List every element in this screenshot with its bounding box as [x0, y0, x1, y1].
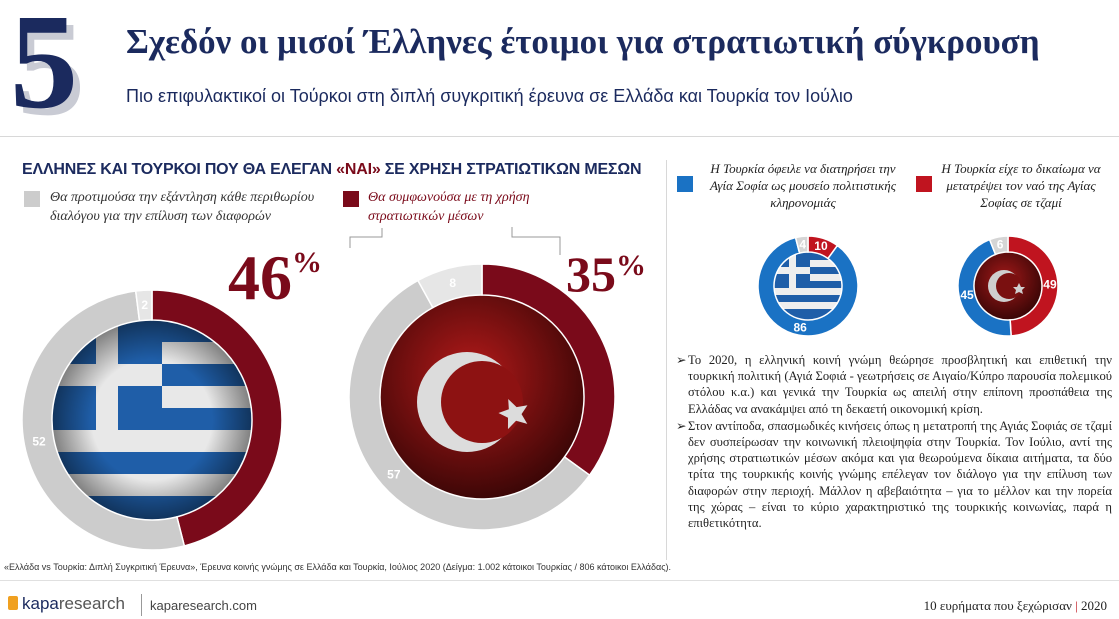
turkey-hs-label-mosque-right: 49	[1043, 278, 1057, 292]
footer-year: 2020	[1081, 598, 1107, 613]
source-note: «Ελλάδα vs Τουρκία: Διπλή Συγκριτική Έρε…	[4, 562, 672, 572]
section-heading-post: ΣΕ ΧΡΗΣΗ ΣΤΡΑΤΙΩΤΙΚΩΝ ΜΕΣΩΝ	[380, 161, 642, 178]
vertical-divider	[666, 160, 667, 560]
turkey-percentage: 35%	[566, 249, 646, 299]
commentary-paragraph-1: ➢ Το 2020, η ελληνική κοινή γνώμη θεώρησε…	[676, 352, 1112, 417]
turkey-flag-small-icon	[974, 252, 1042, 320]
bullet-arrow-icon: ➢	[676, 418, 687, 433]
section-heading-pre: ΕΛΛΗΝΕΣ ΚΑΙ ΤΟΥΡΚΟΙ ΠΟΥ ΘΑ ΕΛΕΓΑΝ	[22, 161, 337, 178]
legend-label-military: Θα συμφωνούσα με τη χρήση στρατιωτικών μ…	[368, 190, 530, 224]
kapa-research-logo: kaparesearch	[8, 594, 125, 614]
logo-text-kapa: kapa	[22, 594, 59, 613]
greece-hs-label-mosque-right: 10	[814, 239, 828, 253]
footer-series-title: 10 ευρήματα που ξεχώρισαν	[923, 598, 1072, 613]
greece-hs-slice-no-answer	[794, 235, 809, 254]
footer-separator	[141, 594, 142, 616]
greece-flag-icon	[52, 320, 252, 520]
legend-label-museum: Η Τουρκία όφειλε να διατηρήσει την Αγία …	[709, 161, 897, 210]
website-link[interactable]: kaparesearch.com	[150, 598, 257, 613]
greece-military-label-no-answer: 2	[141, 298, 148, 312]
commentary-text: ➢ Το 2020, η ελληνική κοινή γνώμη θεώρησε…	[676, 352, 1112, 532]
commentary-paragraph-2: ➢ Στον αντίποδα, σπασμωδικές κινήσεις όπω…	[676, 418, 1112, 531]
greece-donut-chart: 52 2	[21, 289, 283, 551]
section-heading: ΕΛΛΗΝΕΣ ΚΑΙ ΤΟΥΡΚΟΙ ΠΟΥ ΘΑ ΕΛΕΓΑΝ «ΝΑΙ» …	[22, 161, 642, 179]
greece-pct-sign: %	[292, 246, 322, 279]
paragraph-2-text: Στον αντίποδα, σπασμωδικές κινήσεις όπως…	[688, 418, 1112, 531]
greece-hs-label-no-answer: 4	[799, 237, 806, 251]
greece-military-slice-dialogue	[21, 290, 186, 551]
turkey-hs-label-museum: 45	[960, 288, 974, 302]
greece-hs-slice-museum	[757, 236, 859, 337]
greece-military-label-dialogue: 52	[32, 435, 46, 449]
turkey-donut-chart: 57 8	[348, 263, 616, 531]
greece-flag-small-icon	[774, 252, 842, 320]
greece-pct-value: 46	[228, 242, 292, 313]
turkey-hs-label-no-answer: 6	[997, 238, 1004, 252]
bullet-arrow-icon: ➢	[676, 353, 687, 367]
greece-percentage: 46%	[228, 246, 322, 310]
logo-mark-icon	[8, 596, 18, 610]
turkey-hagia-sophia-donut: 49 45 6	[957, 235, 1059, 337]
turkey-hs-slice-no-answer	[988, 235, 1009, 256]
greece-hs-label-museum: 86	[793, 320, 807, 334]
turkey-pct-value: 35	[566, 246, 616, 302]
legend-swatch-mosque	[916, 176, 932, 192]
legend-swatch-dialogue	[24, 191, 40, 207]
turkey-military-label-no-answer: 8	[449, 276, 456, 290]
greece-hagia-sophia-donut: 10 86 4	[757, 235, 859, 337]
turkey-military-label-dialogue: 57	[387, 468, 401, 482]
turkey-military-slice-dialogue	[348, 279, 591, 531]
connector-right	[511, 227, 561, 255]
legend-swatch-museum	[677, 176, 693, 192]
greece-military-slice-no-answer	[134, 289, 153, 322]
footer-series: 10 ευρήματα που ξεχώρισαν | 2020	[923, 598, 1107, 613]
connector-left	[349, 228, 383, 248]
turkey-flag-icon	[380, 295, 584, 499]
legend-swatch-military	[343, 191, 359, 207]
paragraph-1-text: Το 2020, η ελληνική κοινή γνώμη θεώρησε …	[688, 353, 1112, 416]
logo-text-research: research	[58, 594, 126, 613]
header-divider	[0, 136, 1119, 137]
chapter-number: 5	[10, 0, 78, 137]
turkey-military-slice-no-answer	[416, 263, 483, 309]
footer-divider	[0, 580, 1119, 581]
page-title: Σχεδόν οι μισοί Έλληνες έτοιμοι για στρα…	[126, 22, 1040, 61]
greece-military-slice-use-force	[151, 289, 283, 547]
section-heading-highlight: «ΝΑΙ»	[336, 161, 381, 178]
turkey-pct-sign: %	[616, 249, 646, 282]
page-subtitle: Πιο επιφυλακτικοί οι Τούρκοι στη διπλή σ…	[126, 86, 853, 106]
turkey-hs-slice-mosque-right	[1007, 235, 1059, 337]
legend-label-dialogue: Θα προτιμούσα την εξάντληση κάθε περιθωρ…	[50, 190, 315, 224]
legend-label-mosque: Η Τουρκία είχε το δικαίωμα να μετατρέψει…	[941, 161, 1101, 210]
